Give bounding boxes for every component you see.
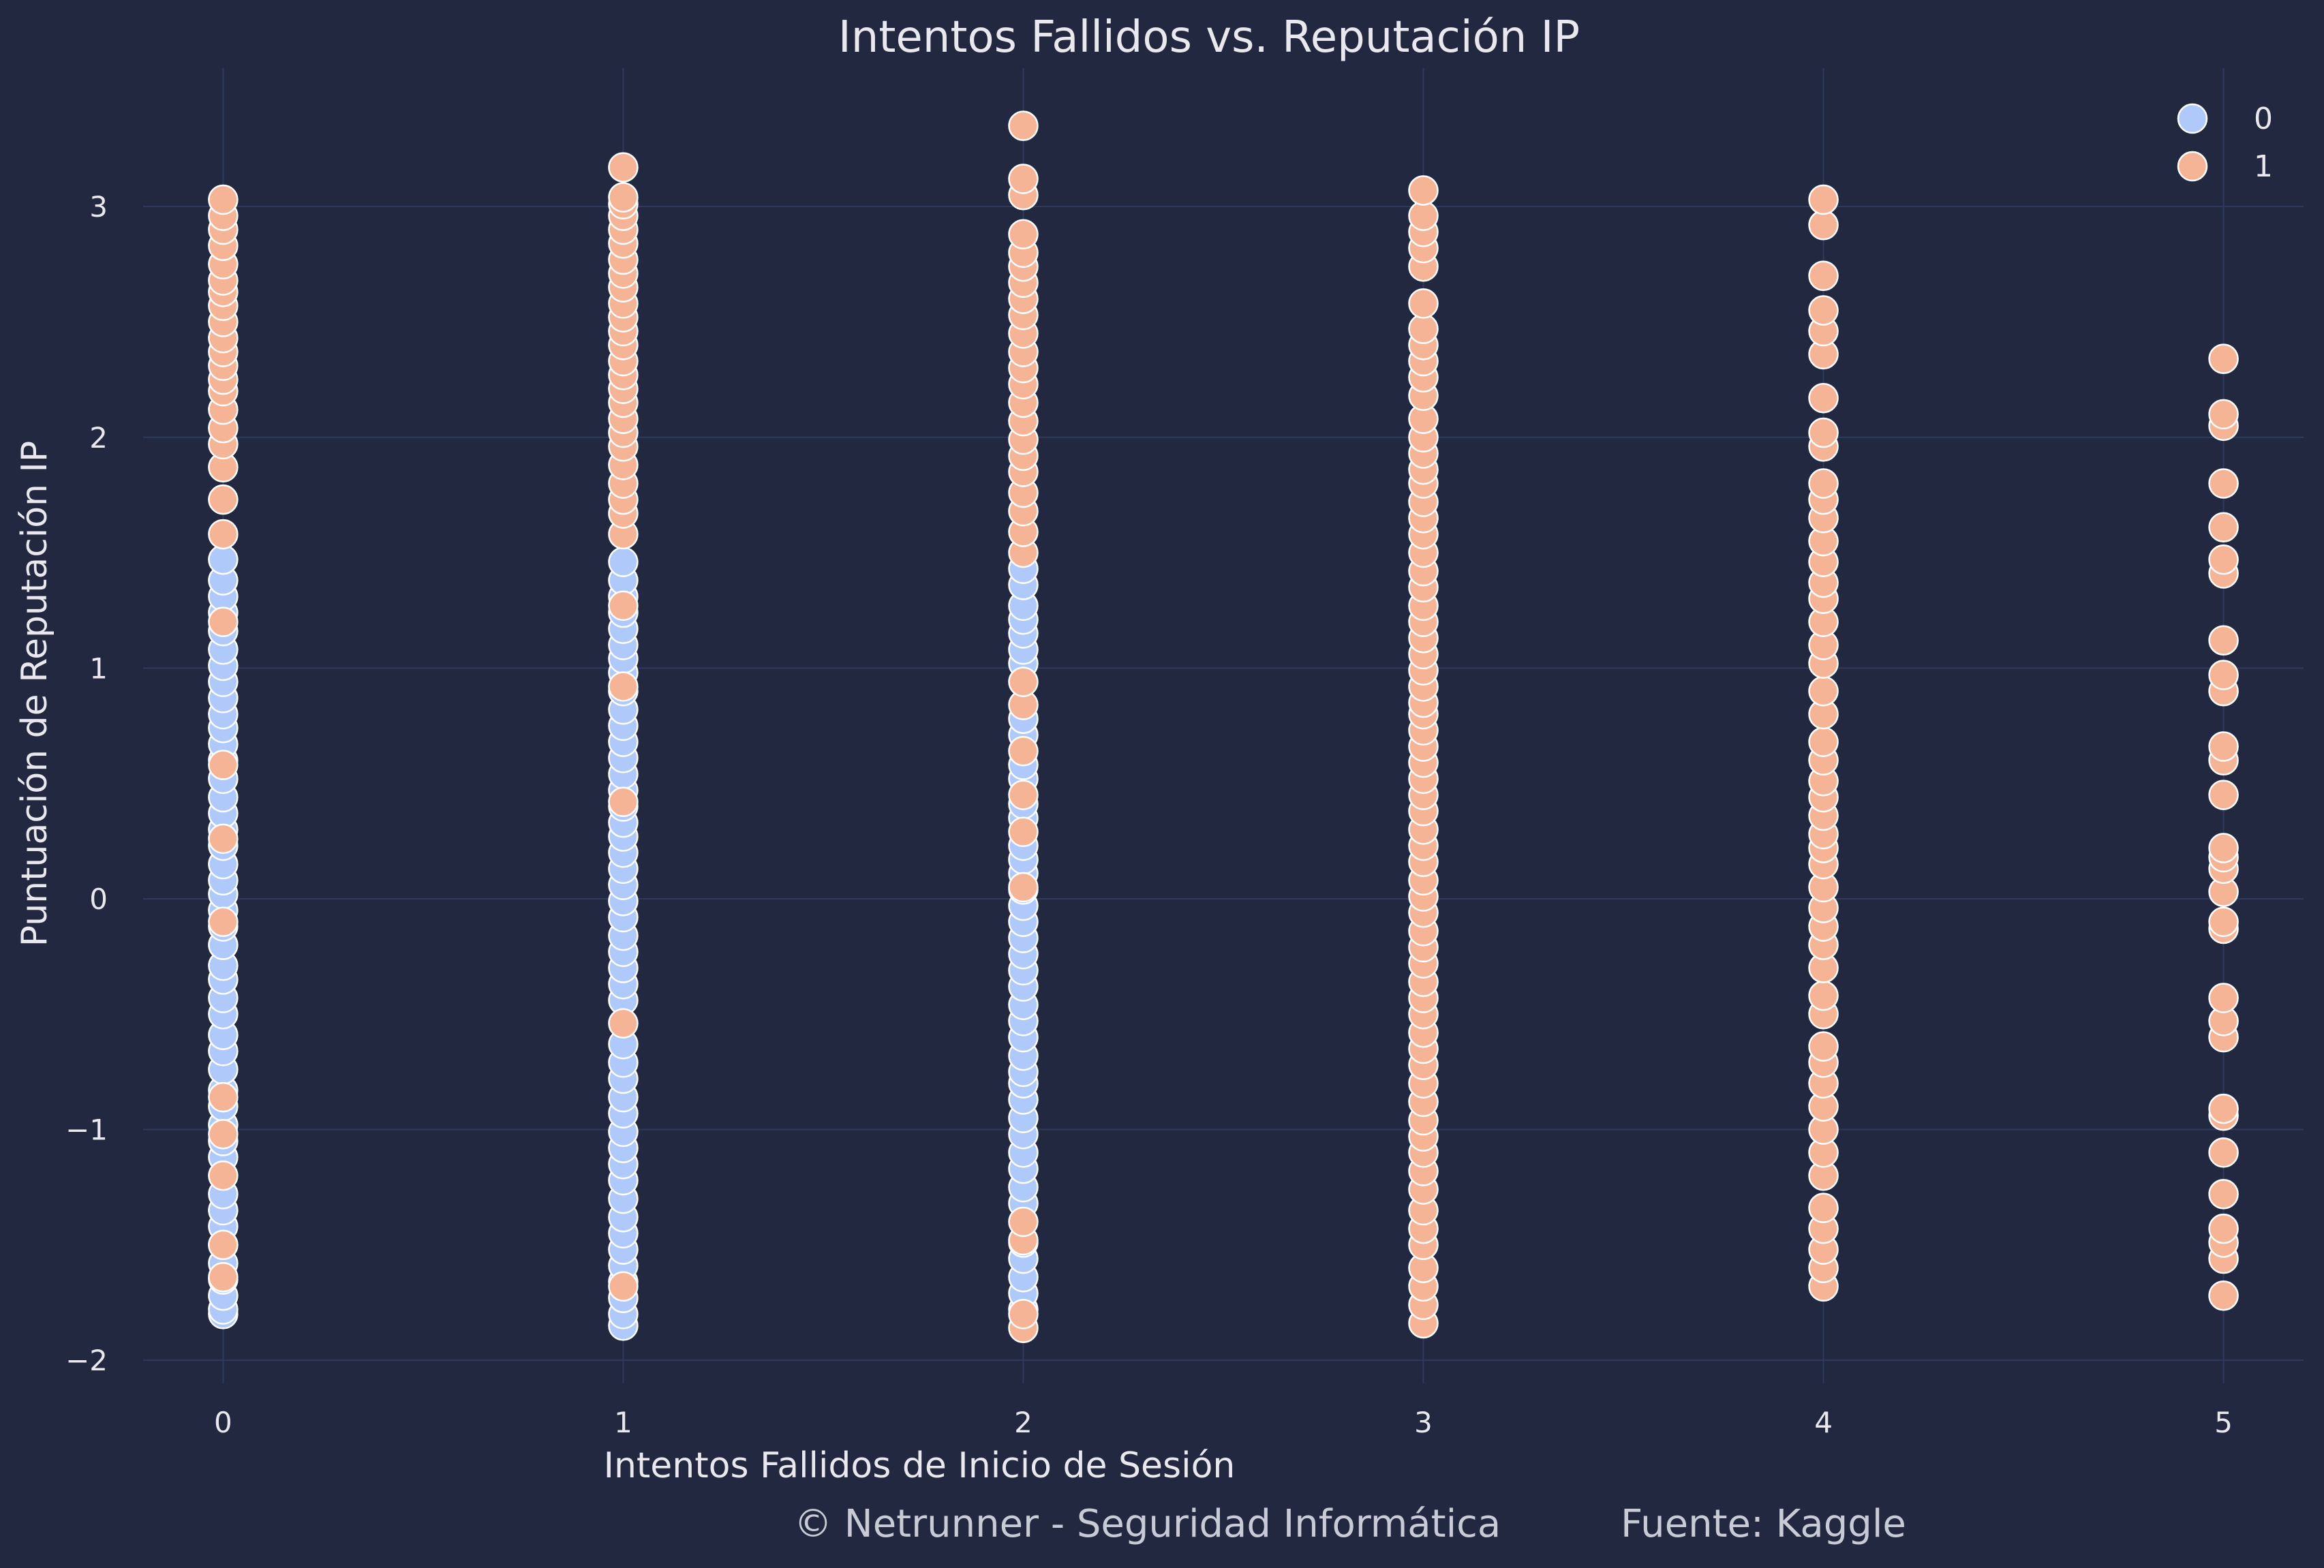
legend-label-0: 0 <box>2254 102 2273 136</box>
x-tick-label: 2 <box>1014 1406 1033 1439</box>
y-tick-label: 2 <box>89 421 108 455</box>
data-point-class-1 <box>208 1119 239 1150</box>
x-tick-labels: 0 1 2 3 4 5 <box>214 1406 2233 1439</box>
data-point-class-1 <box>208 1081 239 1113</box>
data-point-class-1 <box>1008 872 1039 903</box>
x-tick-label: 4 <box>1814 1406 1833 1439</box>
y-tick-label: 0 <box>89 882 108 916</box>
data-point-class-1 <box>208 823 239 855</box>
legend-marker-1 <box>2177 151 2208 182</box>
data-point-class-1 <box>1808 675 1839 707</box>
data-point-class-1 <box>208 1261 239 1293</box>
data-point-class-1 <box>1408 313 1439 344</box>
data-point-class-1 <box>208 906 239 938</box>
footer-source: Fuente: Kaggle <box>1621 1502 1906 1546</box>
data-point-class-1 <box>1808 209 1839 241</box>
data-point-class-1 <box>1808 184 1839 215</box>
data-point-class-1 <box>1808 726 1839 757</box>
y-tick-label: −2 <box>65 1344 108 1377</box>
y-axis-label: Puntuación de Reputación IP <box>14 441 55 947</box>
footer-credit: © Netrunner - Seguridad Informática <box>794 1502 1501 1546</box>
data-point-class-1 <box>2208 1280 2239 1311</box>
legend: 0 1 <box>2177 102 2273 184</box>
data-point-class-1 <box>2208 625 2239 656</box>
data-point-class-1 <box>608 590 639 621</box>
x-axis-label: Intentos Fallidos de Inicio de Sesión <box>604 1445 1236 1486</box>
data-point-class-1 <box>2208 660 2239 690</box>
data-point-class-1 <box>1408 288 1439 319</box>
data-point-class-1 <box>1008 816 1039 848</box>
data-point-class-1 <box>1008 1299 1039 1329</box>
data-point-class-1 <box>2208 1213 2239 1244</box>
data-points <box>208 110 2239 1343</box>
data-point-class-1 <box>608 1271 639 1302</box>
data-point-class-1 <box>1808 382 1839 414</box>
data-point-class-1 <box>2208 906 2239 938</box>
y-tick-label: −1 <box>65 1113 108 1147</box>
data-point-class-1 <box>1008 164 1039 194</box>
data-point-class-1 <box>1008 219 1039 250</box>
data-point-class-1 <box>208 750 239 780</box>
data-point-class-1 <box>608 152 639 183</box>
data-point-class-1 <box>1808 260 1839 291</box>
data-point-class-1 <box>208 606 239 637</box>
data-point-class-1 <box>1808 1193 1839 1223</box>
y-tick-labels: −2 −1 0 1 2 3 <box>65 190 108 1377</box>
data-point-class-1 <box>208 1229 239 1261</box>
data-point-class-1 <box>1808 468 1839 499</box>
data-point-class-1 <box>2208 780 2239 810</box>
data-point-class-1 <box>208 1160 239 1191</box>
data-point-class-1 <box>1008 735 1039 767</box>
chart-title: Intentos Fallidos vs. Reputación IP <box>838 12 1580 63</box>
data-point-class-1 <box>2208 983 2239 1013</box>
data-point-class-1 <box>1808 980 1839 1011</box>
data-point-class-1 <box>208 484 239 515</box>
x-tick-label: 5 <box>2214 1406 2233 1439</box>
data-point-class-0 <box>608 547 639 577</box>
data-point-class-1 <box>608 786 639 817</box>
data-point-class-1 <box>2208 833 2239 863</box>
data-point-class-1 <box>1408 200 1439 231</box>
x-tick-label: 0 <box>214 1406 232 1439</box>
data-point-class-1 <box>2208 343 2239 374</box>
x-tick-label: 3 <box>1414 1406 1433 1439</box>
data-point-class-1 <box>608 671 639 702</box>
data-point-class-1 <box>608 1008 639 1039</box>
data-point-class-1 <box>2208 468 2239 499</box>
data-point-class-1 <box>2208 399 2239 430</box>
legend-label-1: 1 <box>2254 149 2273 184</box>
data-point-class-1 <box>208 184 239 215</box>
data-point-class-1 <box>1808 417 1839 448</box>
data-point-class-1 <box>2208 544 2239 575</box>
data-point-class-1 <box>1008 666 1039 697</box>
y-tick-label: 1 <box>89 651 108 685</box>
data-point-class-1 <box>1008 1206 1039 1238</box>
x-tick-label: 1 <box>614 1406 632 1439</box>
data-point-class-1 <box>208 519 239 550</box>
data-point-class-1 <box>608 182 639 213</box>
data-point-class-1 <box>2208 731 2239 762</box>
y-tick-label: 3 <box>89 190 108 224</box>
data-point-class-1 <box>1808 1031 1839 1062</box>
data-point-class-1 <box>2208 512 2239 543</box>
data-point-class-0 <box>208 544 239 575</box>
data-point-class-1 <box>1008 110 1039 141</box>
data-point-class-1 <box>1808 295 1839 326</box>
data-point-class-1 <box>1408 175 1439 206</box>
data-point-class-1 <box>1008 780 1039 810</box>
data-point-class-1 <box>2208 1137 2239 1168</box>
data-point-class-1 <box>2208 1179 2239 1210</box>
data-point-class-1 <box>2208 1093 2239 1124</box>
legend-marker-0 <box>2177 103 2208 134</box>
